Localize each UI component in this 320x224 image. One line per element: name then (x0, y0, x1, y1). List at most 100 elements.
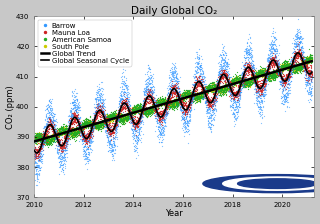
Point (132, 109, 138, 113)
Point (283, 63, 288, 67)
Point (281, 64, 286, 67)
Point (204, 84, 209, 88)
Point (245, 78, 250, 82)
Point (63, 145, 68, 149)
Point (54, 147, 60, 150)
Point (296, 65, 301, 68)
Point (226, 86, 231, 89)
Point (116, 105, 121, 108)
Point (181, 97, 186, 100)
Point (35, 135, 40, 138)
Point (212, 115, 217, 119)
Point (129, 118, 134, 121)
Point (271, 69, 276, 72)
Point (203, 90, 208, 94)
Point (86, 134, 91, 138)
Point (170, 101, 175, 105)
Point (275, 63, 280, 67)
Point (53, 135, 59, 139)
Point (49, 137, 54, 140)
Point (238, 80, 243, 84)
Point (266, 71, 271, 75)
Point (156, 125, 161, 128)
Point (280, 76, 285, 80)
Point (192, 92, 197, 96)
Point (240, 79, 245, 82)
Point (160, 102, 165, 106)
Point (89, 121, 94, 125)
Point (115, 125, 120, 129)
Point (102, 121, 107, 124)
Point (95, 123, 100, 127)
Point (276, 69, 282, 72)
Point (156, 100, 161, 103)
Point (262, 83, 267, 86)
Point (51, 135, 56, 138)
Point (201, 90, 206, 94)
Point (72, 112, 77, 116)
Point (159, 99, 164, 102)
Point (36, 133, 42, 137)
Point (196, 60, 201, 64)
Point (109, 115, 114, 119)
Point (235, 80, 240, 84)
Point (159, 131, 164, 134)
Point (226, 78, 231, 81)
Point (196, 95, 202, 99)
Point (88, 122, 93, 126)
Point (293, 68, 298, 72)
Point (102, 118, 107, 121)
Point (85, 120, 90, 124)
Point (282, 88, 287, 91)
Point (67, 126, 72, 130)
Point (156, 100, 162, 104)
Point (202, 89, 207, 93)
Point (118, 116, 123, 119)
Point (80, 145, 85, 148)
Point (76, 106, 81, 109)
Point (286, 64, 291, 67)
Point (236, 95, 242, 98)
Point (147, 101, 152, 105)
Point (166, 103, 172, 107)
Point (207, 105, 212, 108)
Point (68, 134, 73, 138)
Point (224, 87, 229, 91)
Point (265, 72, 270, 75)
Point (167, 86, 172, 89)
Point (74, 115, 79, 119)
Point (209, 88, 214, 91)
Point (233, 79, 238, 83)
Point (280, 78, 285, 81)
Point (306, 61, 311, 64)
Point (296, 67, 301, 70)
Point (309, 73, 314, 76)
Point (65, 139, 70, 143)
Point (91, 127, 96, 130)
Point (293, 69, 298, 72)
Point (158, 98, 164, 102)
Point (269, 77, 274, 80)
Point (33, 172, 38, 176)
Point (266, 65, 271, 69)
Point (236, 94, 242, 97)
Point (144, 110, 149, 113)
Point (112, 109, 117, 113)
Point (199, 96, 204, 100)
Point (181, 103, 186, 107)
Point (146, 63, 151, 67)
Point (63, 137, 68, 141)
Point (114, 112, 119, 115)
Point (298, 54, 303, 57)
Point (95, 124, 100, 127)
Point (38, 138, 44, 142)
Point (137, 116, 142, 120)
Point (267, 76, 272, 79)
Point (81, 121, 86, 125)
Point (228, 81, 234, 85)
Point (273, 73, 278, 77)
Point (106, 114, 111, 118)
Point (278, 71, 283, 75)
Point (265, 58, 270, 62)
Point (142, 110, 148, 113)
